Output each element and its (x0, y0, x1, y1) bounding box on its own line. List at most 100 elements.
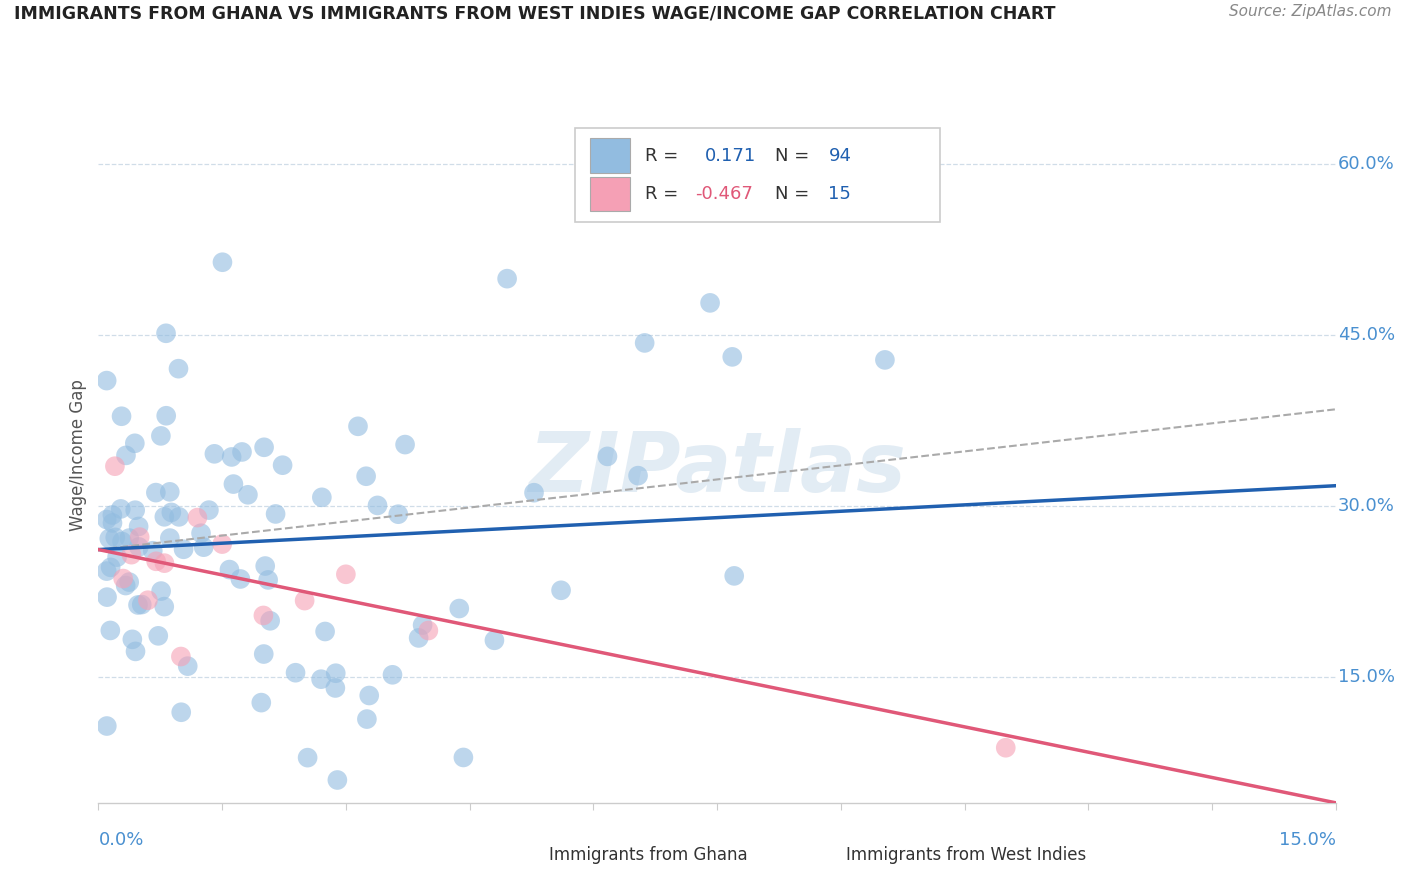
Point (271, 458, 294, 473)
Point (257, 573, 280, 587)
Point (96, 564, 118, 578)
Point (723, 569, 745, 583)
Point (253, 440, 276, 454)
Point (128, 530, 150, 544)
Text: Immigrants from West Indies: Immigrants from West Indies (846, 846, 1085, 864)
Point (325, 681, 347, 695)
Point (699, 296, 721, 310)
Point (496, 271, 519, 285)
Point (128, 540, 150, 554)
Point (98, 532, 121, 546)
Point (259, 614, 281, 628)
Point (104, 459, 127, 474)
Point (142, 543, 165, 558)
Point (335, 567, 357, 582)
Text: 94: 94 (828, 147, 852, 165)
Point (148, 629, 170, 643)
Point (596, 450, 619, 464)
Text: 60.0%: 60.0% (1339, 155, 1395, 173)
Text: Source: ZipAtlas.com: Source: ZipAtlas.com (1229, 4, 1392, 20)
Point (170, 705, 193, 719)
Text: 15.0%: 15.0% (1278, 830, 1336, 848)
Point (627, 468, 650, 483)
Text: IMMIGRANTS FROM GHANA VS IMMIGRANTS FROM WEST INDIES WAGE/INCOME GAP CORRELATION: IMMIGRANTS FROM GHANA VS IMMIGRANTS FROM… (14, 4, 1056, 22)
Point (326, 772, 349, 787)
Point (128, 519, 150, 533)
Point (309, 672, 332, 686)
Point (136, 593, 159, 607)
Text: -0.467: -0.467 (695, 185, 752, 203)
Point (252, 608, 274, 623)
FancyBboxPatch shape (495, 844, 534, 866)
Point (149, 429, 172, 443)
Point (186, 510, 208, 524)
Point (347, 419, 370, 434)
Point (104, 530, 127, 544)
Point (121, 632, 143, 647)
Text: 15: 15 (828, 185, 851, 203)
Text: 15.0%: 15.0% (1339, 668, 1395, 686)
Point (124, 503, 146, 517)
Point (453, 750, 475, 764)
Point (254, 559, 277, 574)
Point (311, 491, 333, 505)
Point (231, 445, 253, 459)
FancyBboxPatch shape (792, 844, 831, 866)
Point (325, 666, 347, 681)
Point (387, 507, 409, 521)
Point (153, 556, 176, 570)
Point (484, 633, 506, 648)
Point (211, 255, 233, 269)
Point (294, 593, 316, 607)
Point (114, 578, 136, 592)
Point (634, 335, 657, 350)
Point (98, 624, 121, 638)
Point (721, 350, 744, 364)
Point (118, 575, 141, 590)
Point (155, 326, 177, 341)
Point (449, 601, 471, 615)
Point (110, 409, 132, 424)
Point (131, 598, 153, 612)
FancyBboxPatch shape (589, 138, 630, 173)
Point (96, 590, 118, 604)
Point (314, 624, 336, 639)
Point (145, 485, 167, 500)
Point (170, 649, 193, 664)
Point (193, 540, 215, 554)
Point (145, 554, 167, 568)
Point (222, 477, 245, 491)
Point (120, 548, 142, 562)
Point (236, 488, 259, 502)
Point (550, 583, 572, 598)
Point (873, 352, 896, 367)
Point (101, 508, 124, 522)
Point (408, 631, 430, 645)
Point (96, 374, 118, 388)
Text: 0.0%: 0.0% (98, 830, 143, 848)
Text: R =: R = (645, 185, 679, 203)
Point (177, 659, 200, 673)
Point (418, 624, 440, 638)
Point (159, 531, 181, 545)
Point (96, 512, 118, 526)
Point (264, 507, 287, 521)
Point (218, 563, 240, 577)
Point (111, 534, 134, 549)
Point (412, 618, 434, 632)
FancyBboxPatch shape (575, 128, 939, 222)
Text: Immigrants from Ghana: Immigrants from Ghana (548, 846, 748, 864)
Point (105, 550, 128, 565)
Text: 30.0%: 30.0% (1339, 497, 1395, 516)
Point (124, 644, 146, 658)
Point (150, 584, 173, 599)
Point (211, 537, 233, 551)
Point (198, 503, 221, 517)
Point (101, 516, 124, 530)
Text: N =: N = (775, 185, 810, 203)
Point (167, 509, 190, 524)
Point (167, 361, 190, 376)
Point (994, 740, 1017, 755)
Text: R =: R = (645, 147, 679, 165)
Point (381, 668, 404, 682)
